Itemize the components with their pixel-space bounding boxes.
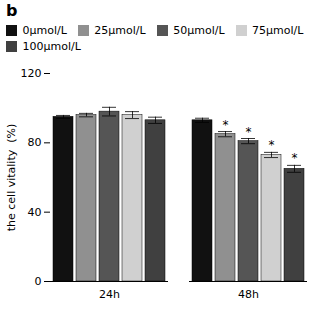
html-text:50μmol/L: 50μmol/L [173,23,225,37]
svg-text:the cell vitality (%): the cell vitality (%) [5,123,18,231]
svg-text:0: 0 [35,275,42,288]
svg-text:*: * [269,138,275,152]
svg-text:40: 40 [28,205,42,218]
html-text:75μmol/L: 75μmol/L [252,23,304,37]
html-text:b: b [6,1,18,20]
html-text:0μmol/L: 0μmol/L [22,23,67,37]
svg-text:24h: 24h [99,288,120,301]
html-text:25μmol/L: 25μmol/L [94,23,146,37]
svg-text:*: * [223,117,229,131]
svg-text:48h: 48h [238,288,259,301]
svg-text:120: 120 [21,67,42,80]
svg-text:*: * [292,151,298,165]
svg-text:*: * [246,124,252,138]
html-text:100μmol/L: 100μmol/L [22,40,81,54]
svg-text:80: 80 [28,136,42,149]
